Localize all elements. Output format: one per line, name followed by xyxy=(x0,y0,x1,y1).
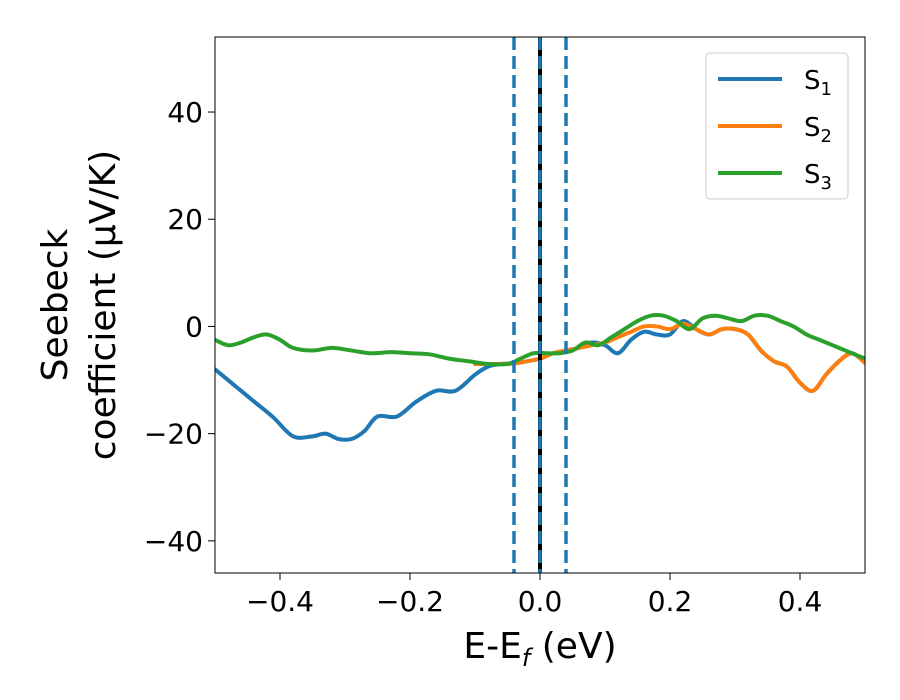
legend-label: S2 xyxy=(804,113,832,147)
y-axis-label-line2: coefficient (μV/K) xyxy=(83,150,124,460)
y-tick-label: −40 xyxy=(144,525,203,558)
legend-item-s3: S3 xyxy=(718,160,832,194)
legend-item-s1: S1 xyxy=(718,66,832,100)
legend-label: S1 xyxy=(804,66,832,100)
x-axis-label: E-Ef (eV) xyxy=(463,626,616,672)
x-tick-label: 0.4 xyxy=(778,585,823,618)
x-tick-label: −0.4 xyxy=(246,585,314,618)
y-axis-label-line1: Seebeck xyxy=(35,228,76,381)
legend: S1 S2 S3 xyxy=(705,52,849,200)
y-tick-label: 20 xyxy=(167,203,203,236)
x-axis-ticks: −0.4 −0.2 0.0 0.2 0.4 xyxy=(246,573,822,618)
y-axis-ticks: −40 −20 0 20 40 xyxy=(144,96,215,558)
series-line-s3 xyxy=(215,313,865,367)
y-tick-label: −20 xyxy=(144,418,203,451)
y-tick-label: 0 xyxy=(185,310,203,343)
reference-lines xyxy=(512,37,568,573)
x-tick-label: 0.2 xyxy=(648,585,693,618)
y-tick-label: 40 xyxy=(167,96,203,129)
x-tick-label: −0.2 xyxy=(376,585,444,618)
x-tick-label: 0.0 xyxy=(518,585,563,618)
legend-label: S3 xyxy=(804,160,832,194)
legend-item-s2: S2 xyxy=(718,113,832,147)
y-axis-label: Seebeck coefficient (μV/K) xyxy=(35,150,124,460)
